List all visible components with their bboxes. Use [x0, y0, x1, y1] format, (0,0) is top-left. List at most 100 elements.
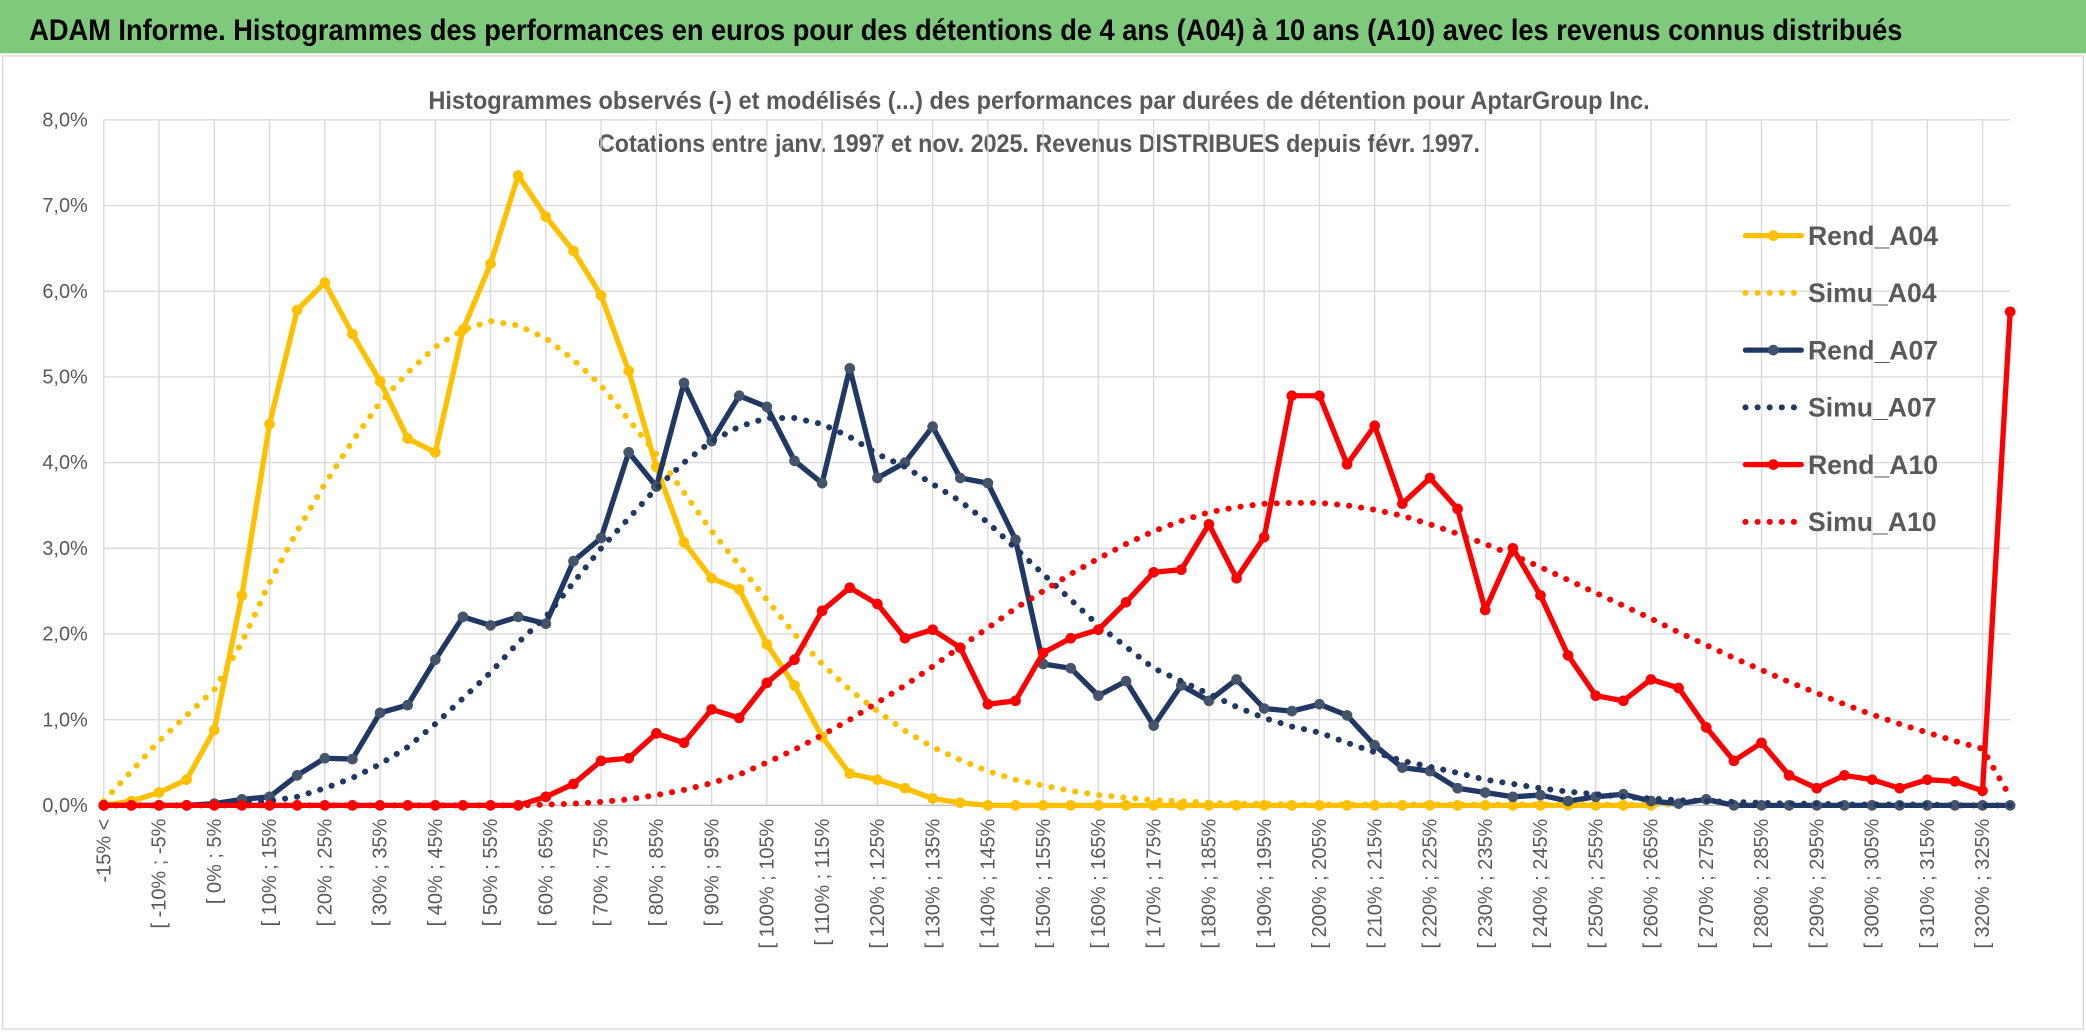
data-point	[1894, 782, 1905, 794]
x-tick-label: [ 20% ; 25%	[314, 818, 336, 926]
data-point	[1286, 705, 1298, 717]
data-point	[623, 446, 635, 458]
x-tick-label: [ 230% ; 235%	[1475, 818, 1497, 948]
data-point	[1258, 703, 1270, 714]
data-point	[1562, 795, 1574, 807]
data-point	[291, 304, 303, 316]
data-point	[1645, 674, 1657, 685]
data-point	[1341, 710, 1353, 721]
y-tick-label: 5,0%	[42, 367, 88, 389]
data-point	[1673, 682, 1684, 694]
x-tick-label: [ 60% ; 65%	[535, 818, 557, 926]
data-point	[1010, 800, 1021, 811]
data-point	[595, 755, 607, 767]
data-point	[208, 724, 220, 736]
data-point	[1590, 690, 1602, 702]
data-point	[789, 455, 800, 467]
legend-label: Simu_A04	[1808, 278, 1937, 308]
data-point	[1535, 789, 1546, 801]
x-tick-label: [ 140% ; 145%	[978, 818, 1000, 948]
legend-label: Rend_A04	[1808, 221, 1938, 251]
y-tick-label: 7,0%	[42, 195, 88, 217]
data-point	[1120, 675, 1132, 687]
data-point	[872, 774, 883, 785]
x-tick-label: [ 50% ; 55%	[480, 818, 502, 926]
data-point	[236, 800, 248, 811]
data-point	[402, 699, 414, 711]
legend-marker	[1768, 459, 1779, 470]
data-point	[651, 728, 662, 739]
legend-marker	[1768, 230, 1779, 241]
y-tick-label: 0,0%	[42, 795, 88, 817]
data-point	[1479, 604, 1491, 616]
x-tick-label: [ -10% ; -5%	[149, 818, 171, 928]
data-point	[1314, 390, 1325, 402]
data-point	[1286, 390, 1298, 402]
data-point	[1010, 695, 1021, 707]
x-tick-label: [ 180% ; 185%	[1199, 818, 1221, 948]
data-point	[1314, 698, 1325, 710]
legend-marker	[1768, 344, 1779, 356]
data-point	[374, 375, 386, 387]
data-point	[291, 770, 303, 781]
data-point	[595, 532, 607, 544]
data-point	[1093, 800, 1104, 811]
data-point	[1479, 787, 1491, 798]
header-band	[0, 0, 2086, 54]
x-tick-label: [ 210% ; 215%	[1364, 818, 1386, 948]
legend-label: Rend_A10	[1808, 450, 1938, 480]
data-point	[761, 401, 773, 413]
data-point	[181, 774, 192, 785]
data-point	[1148, 566, 1159, 578]
x-tick-label: [ 240% ; 245%	[1530, 818, 1552, 948]
data-point	[512, 170, 524, 181]
data-point	[457, 611, 469, 623]
data-point	[733, 390, 745, 402]
data-point	[816, 605, 828, 617]
data-point	[512, 611, 524, 623]
model-line	[100, 415, 2014, 809]
x-tick-label: [ 310% ; 315%	[1917, 818, 1939, 948]
data-point	[1120, 800, 1132, 811]
data-point	[1507, 542, 1519, 554]
data-point	[982, 800, 994, 811]
data-point	[761, 638, 773, 650]
model-line	[100, 318, 1682, 808]
data-point	[844, 768, 856, 779]
data-point	[982, 698, 994, 710]
data-point	[264, 418, 275, 430]
data-point	[1231, 674, 1242, 685]
data-point	[1756, 800, 1767, 811]
data-point	[1341, 800, 1353, 811]
data-point	[982, 477, 994, 489]
y-tick-label: 3,0%	[42, 538, 88, 560]
data-point	[1866, 774, 1878, 785]
y-tick-label: 8,0%	[42, 109, 88, 131]
data-point	[678, 737, 690, 749]
x-tick-label: [ 10% ; 15%	[259, 818, 281, 926]
data-point	[1231, 572, 1242, 584]
data-point	[1065, 662, 1077, 674]
y-tick-label: 6,0%	[42, 281, 88, 303]
data-point	[1369, 740, 1381, 751]
data-point	[2004, 306, 2016, 318]
data-point	[927, 793, 938, 804]
header-title: ADAM Informe. Histogrammes des performan…	[29, 15, 1902, 47]
data-point	[678, 536, 690, 548]
data-point	[1452, 782, 1463, 794]
data-layer	[98, 170, 2016, 811]
data-point	[1037, 800, 1049, 811]
chart-subtitle: Cotations entre janv. 1997 et nov. 2025.…	[598, 130, 1480, 158]
data-point	[540, 791, 552, 803]
data-point	[789, 654, 800, 666]
data-point	[1562, 650, 1574, 661]
data-point	[540, 618, 552, 630]
data-point	[678, 377, 690, 389]
data-point	[153, 787, 165, 798]
data-point	[1341, 458, 1353, 470]
chart-border	[1, 55, 2085, 1030]
model-line	[100, 499, 2014, 809]
x-tick-label: [ 40% ; 45%	[425, 818, 447, 926]
x-tick-label: [ 320% ; 325%	[1972, 818, 1994, 948]
